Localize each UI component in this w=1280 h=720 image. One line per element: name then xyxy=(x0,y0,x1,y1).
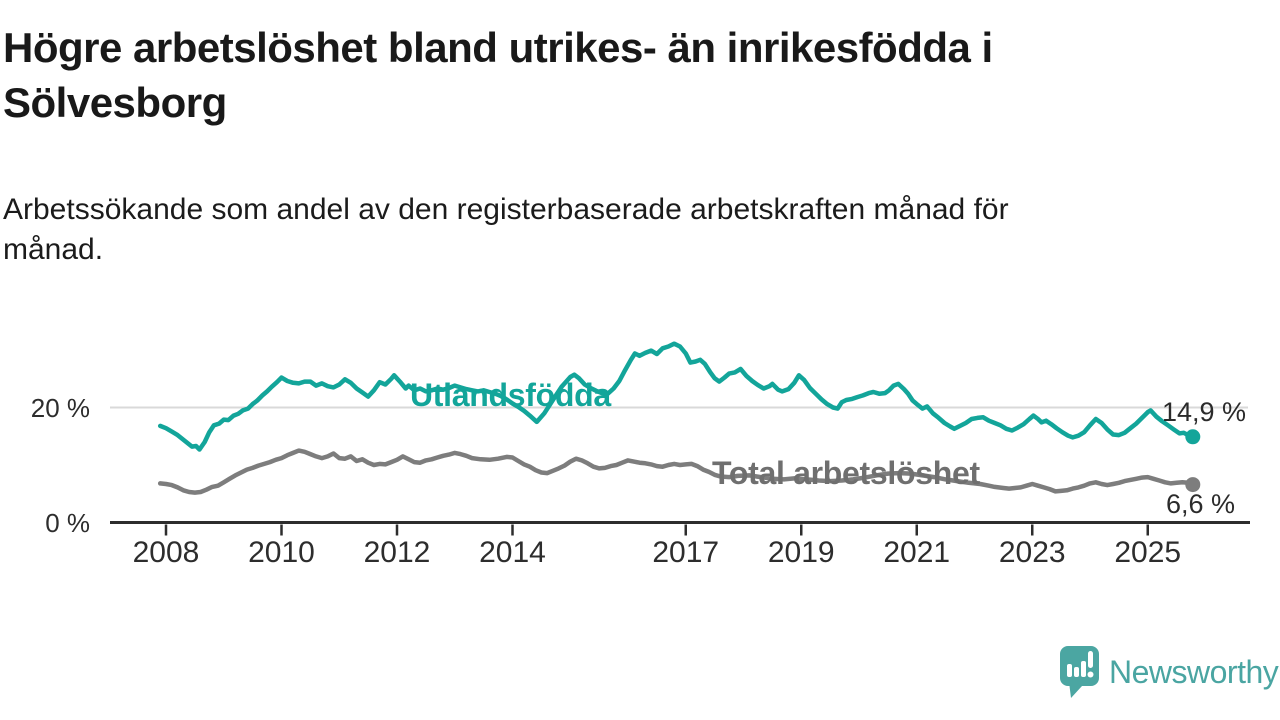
bar-3 xyxy=(1081,661,1086,677)
end-value-label-total: 6,6 % xyxy=(1166,489,1236,519)
x-axis-tick-label: 2025 xyxy=(1114,536,1182,569)
y-axis-tick-label: 20 % xyxy=(30,392,90,423)
exclamation-bar xyxy=(1088,651,1093,668)
x-axis-tick-label: 2021 xyxy=(883,536,951,569)
y-axis-tick-label: 0 % xyxy=(45,507,90,538)
bar-1 xyxy=(1067,664,1072,677)
newsworthy-logo-text: Newsworthy xyxy=(1109,654,1279,690)
x-axis-tick-label: 2008 xyxy=(132,536,200,569)
series-label-utlandsfodda: Utlandsfödda xyxy=(410,377,611,413)
x-axis-tick-label: 2019 xyxy=(767,536,835,569)
chart-title-line-1: Högre arbetslöshet bland utrikes- än inr… xyxy=(3,24,993,71)
series-line-1 xyxy=(157,448,1196,495)
x-axis-tick-label: 2010 xyxy=(248,536,315,569)
x-axis-tick-label: 2012 xyxy=(363,536,431,569)
newsworthy-logo: Newsworthy xyxy=(1056,644,1279,700)
chart-subtitle: Arbetssökande som andel av den registerb… xyxy=(3,190,1228,270)
newsworthy-logo-icon xyxy=(1056,644,1100,700)
x-axis-tick-label: 2023 xyxy=(998,536,1066,569)
chart-subtitle-line-2: månad. xyxy=(3,233,104,266)
chart-title-line-2: Sölvesborg xyxy=(3,79,227,126)
series-end-dot-0 xyxy=(1185,429,1201,445)
x-axis-tick-label: 2014 xyxy=(479,536,546,569)
bar-2 xyxy=(1074,667,1079,677)
speech-bubble-shape xyxy=(1060,646,1099,698)
series-line-0 xyxy=(157,341,1196,452)
x-axis-tick-label: 2017 xyxy=(652,536,720,569)
chart-title: Högre arbetslöshet bland utrikes- än inr… xyxy=(3,20,1248,130)
series-label-total-arbetsloshet: Total arbetslöshet xyxy=(712,455,980,491)
chart-subtitle-line-1: Arbetssökande som andel av den registerb… xyxy=(3,193,1009,226)
exclamation-dot xyxy=(1087,671,1094,678)
series-end-dot-1 xyxy=(1185,477,1201,493)
end-value-label-utlandsfodda: 14,9 % xyxy=(1162,397,1247,427)
